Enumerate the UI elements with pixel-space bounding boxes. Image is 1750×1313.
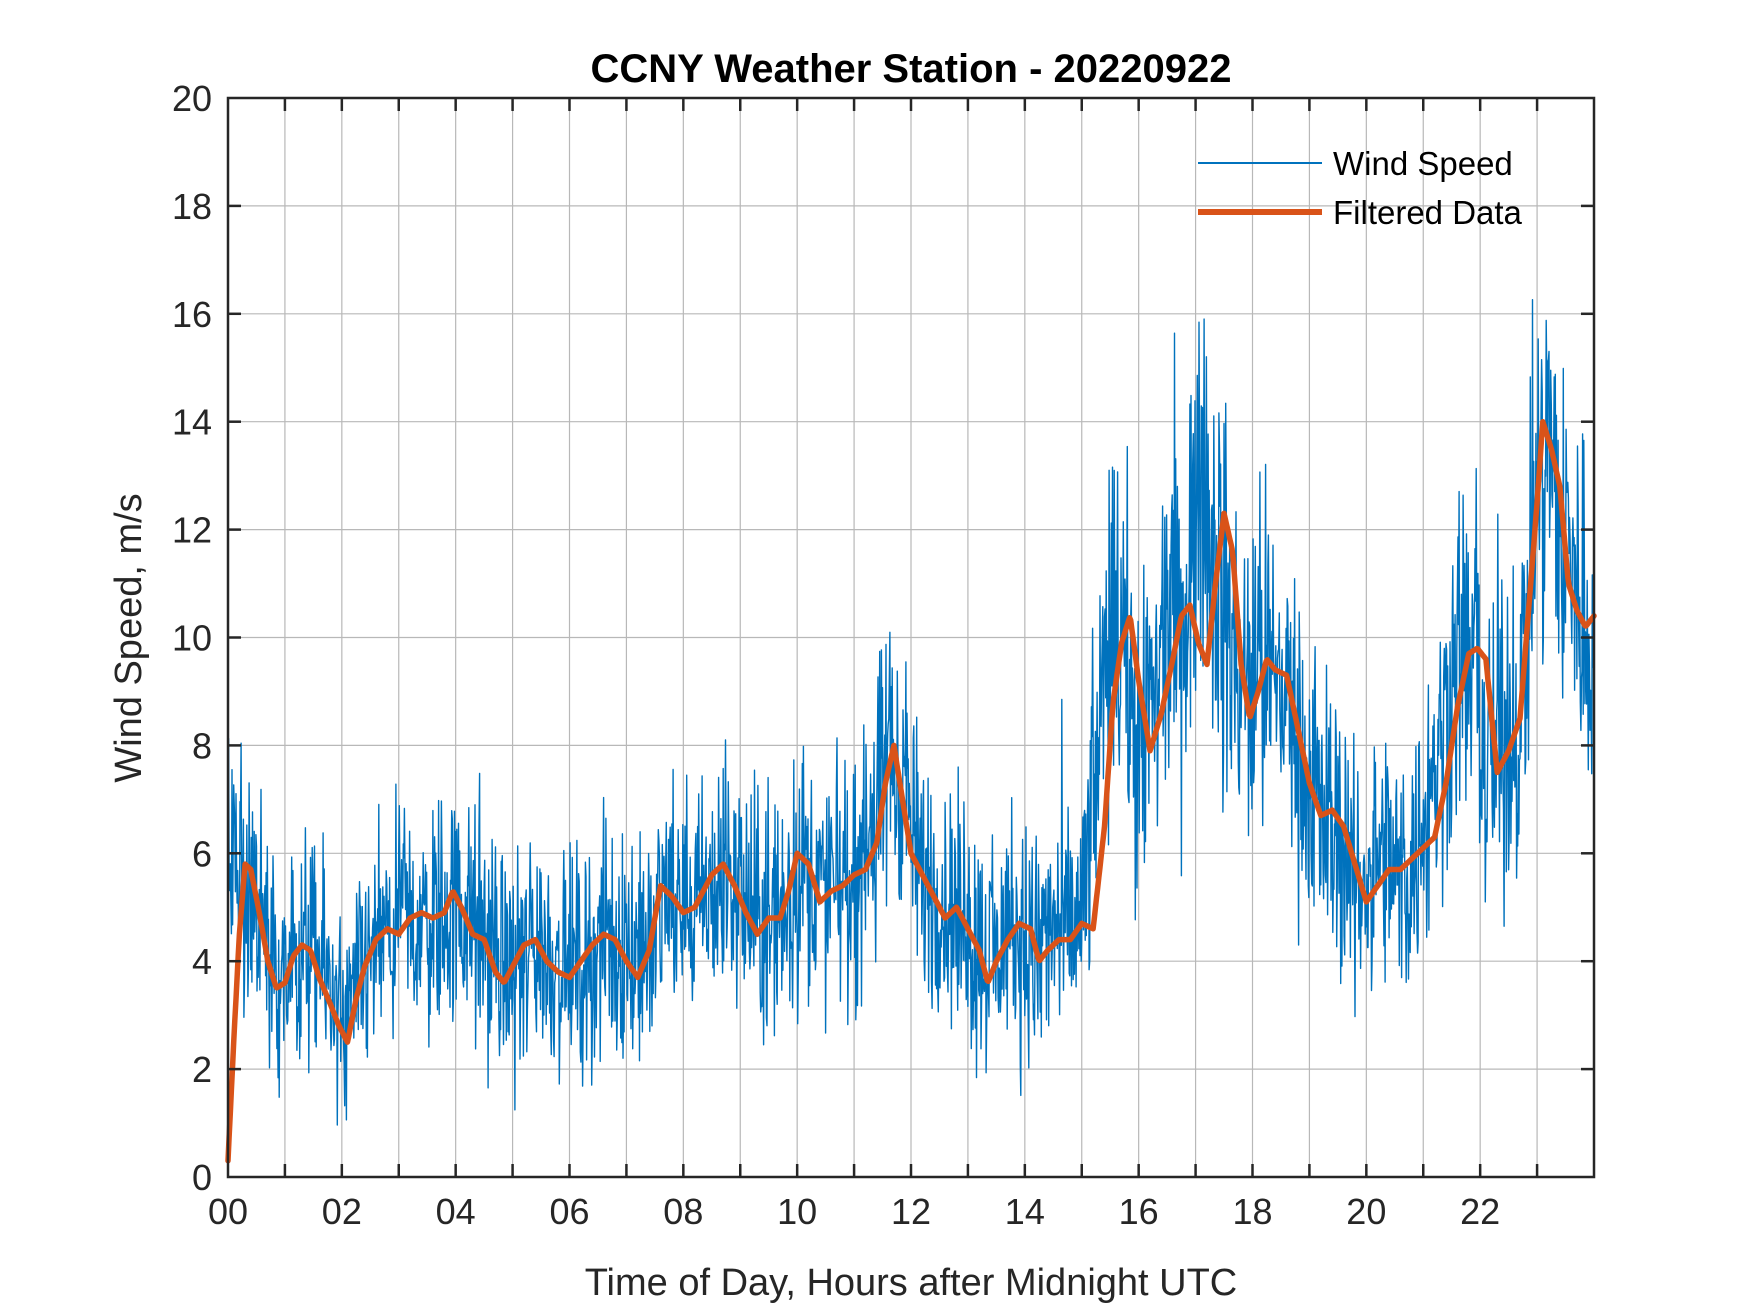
x-tick-label: 10 [777, 1191, 817, 1232]
y-tick-label: 16 [172, 294, 212, 335]
legend-label-filtered-data: Filtered Data [1333, 194, 1523, 231]
axis-ticks [228, 98, 1594, 1177]
x-tick-label: 02 [322, 1191, 362, 1232]
x-tick-label: 12 [891, 1191, 931, 1232]
x-tick-label: 08 [663, 1191, 703, 1232]
y-axis-label: Wind Speed, m/s [108, 493, 150, 782]
y-tick-label: 18 [172, 186, 212, 227]
x-tick-label: 20 [1346, 1191, 1386, 1232]
series-line-wind-speed [227, 299, 1595, 1126]
x-axis-label: Time of Day, Hours after Midnight UTC [585, 1262, 1238, 1304]
y-tick-label: 2 [192, 1049, 212, 1090]
grid-lines [228, 98, 1594, 1177]
y-tick-label: 8 [192, 725, 212, 766]
data-series [225, 299, 1597, 1164]
x-tick-label: 14 [1005, 1191, 1045, 1232]
legend: Wind Speed Filtered Data [1198, 145, 1523, 231]
y-tick-label: 10 [172, 618, 212, 659]
y-tick-label: 20 [172, 78, 212, 119]
chart-title: CCNY Weather Station - 20220922 [591, 47, 1232, 91]
x-tick-label: 22 [1460, 1191, 1500, 1232]
legend-label-wind-speed: Wind Speed [1333, 145, 1513, 182]
x-tick-label: 06 [549, 1191, 589, 1232]
x-tick-label: 16 [1119, 1191, 1159, 1232]
x-tick-label: 04 [436, 1191, 476, 1232]
x-tick-label: 18 [1232, 1191, 1272, 1232]
x-tick-label: 00 [208, 1191, 248, 1232]
y-tick-label: 4 [192, 941, 212, 982]
y-tick-label: 12 [172, 510, 212, 551]
series-line-filtered-data [225, 418, 1597, 1164]
y-tick-label: 6 [192, 833, 212, 874]
y-tick-label: 0 [192, 1157, 212, 1198]
y-tick-label: 14 [172, 402, 212, 443]
